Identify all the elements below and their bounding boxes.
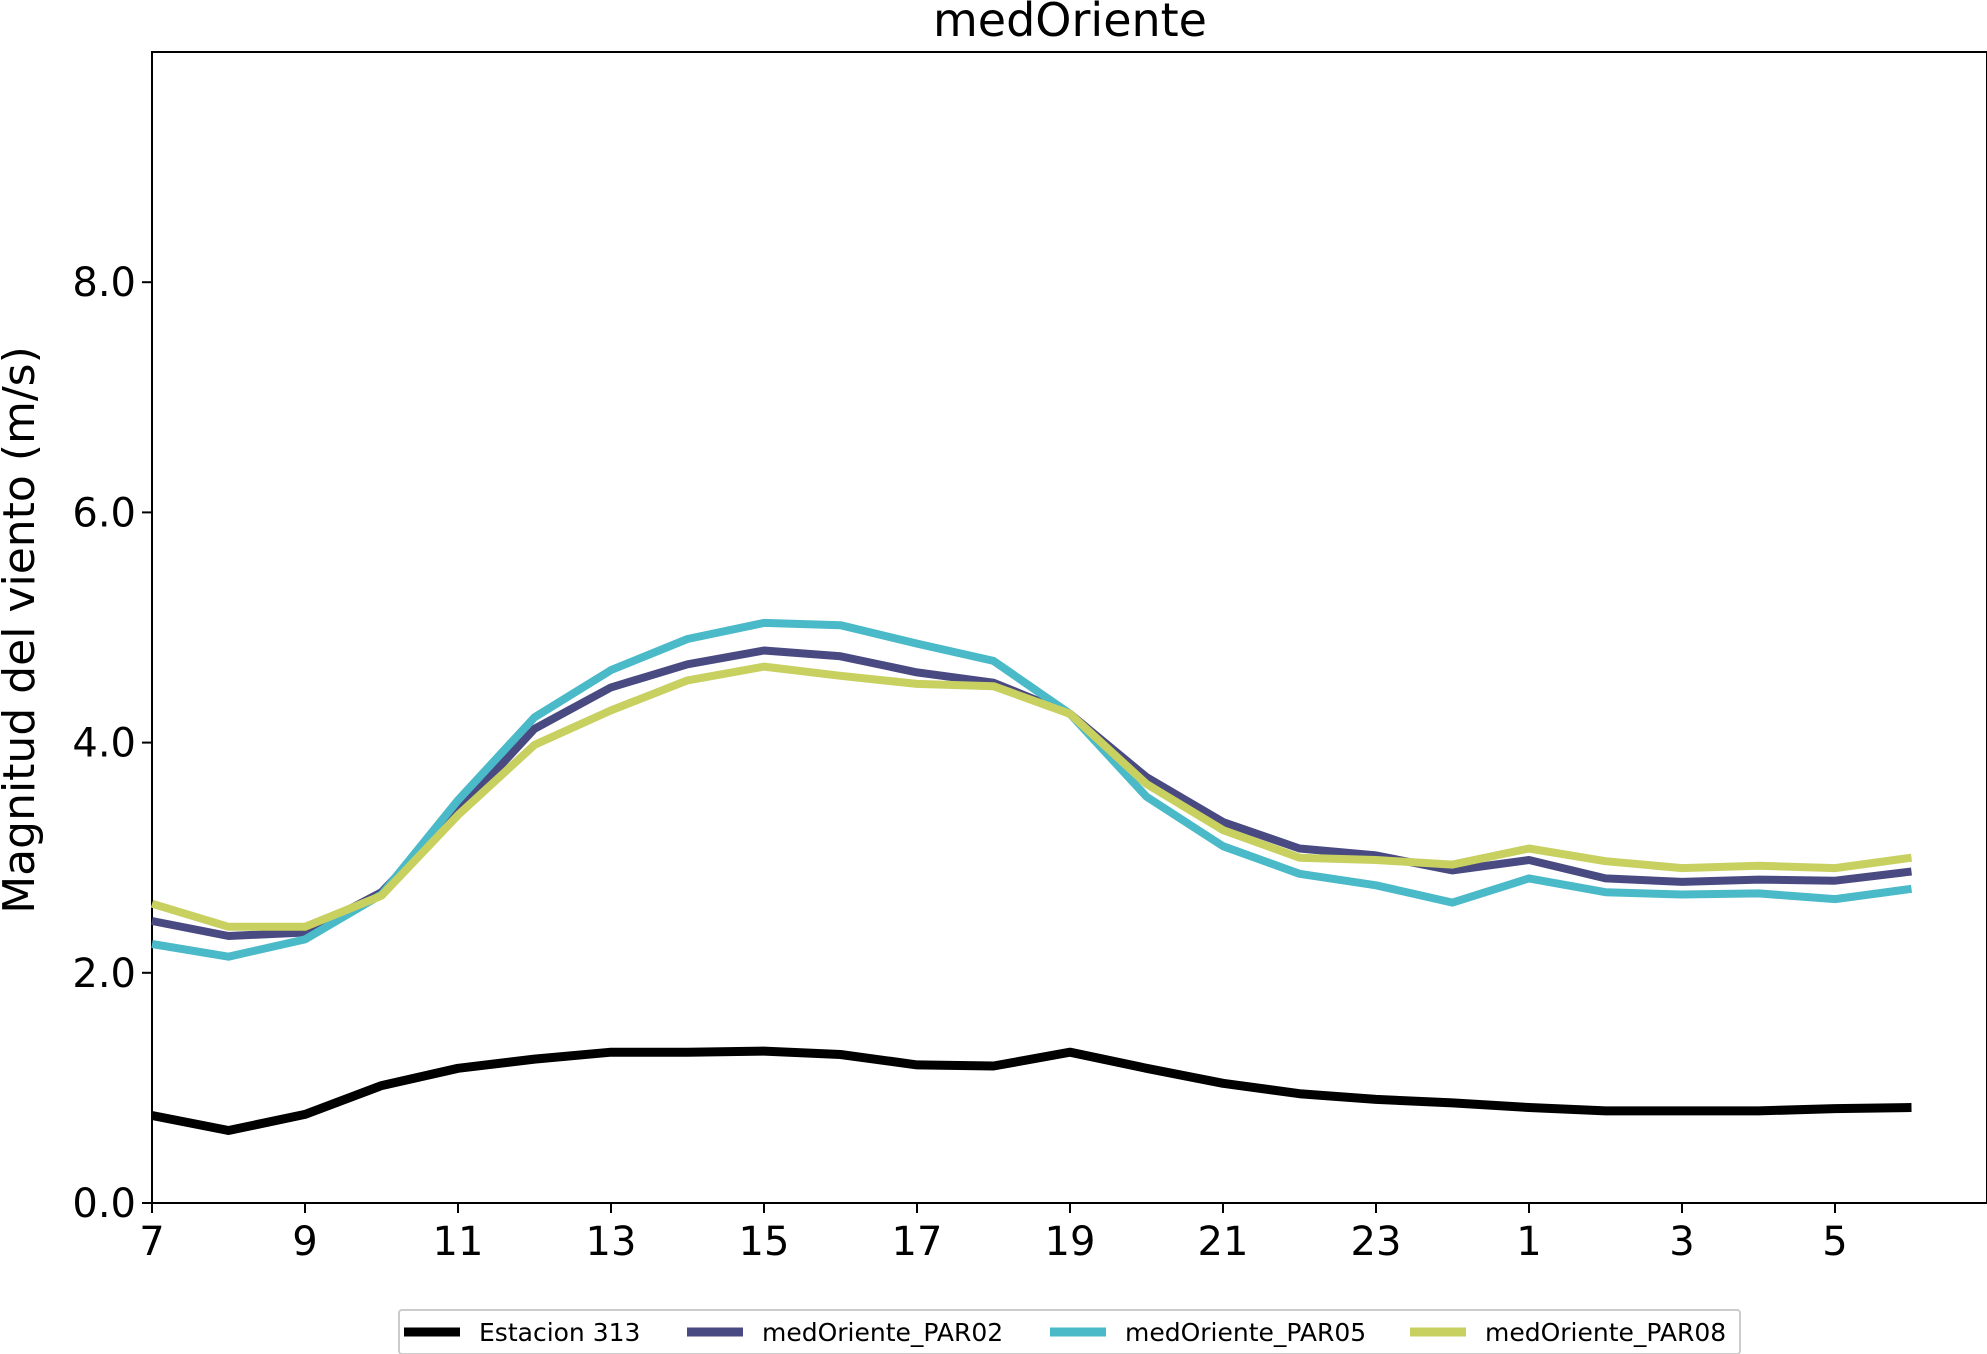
y-axis-label: Magnitud del viento (m/s)	[0, 346, 45, 914]
x-tick-label: 21	[1198, 1219, 1249, 1265]
legend-label: medOriente_PAR08	[1485, 1318, 1726, 1347]
y-tick-label: 0.0	[72, 1181, 136, 1227]
chart-title: medOriente	[933, 0, 1207, 47]
x-tick-label: 15	[739, 1219, 790, 1265]
x-tick-label: 11	[433, 1219, 484, 1265]
series-line	[150, 662, 1913, 931]
x-tick-label: 23	[1351, 1219, 1402, 1265]
legend: Estacion 313 medOriente_PAR02 medOriente_P…	[398, 1309, 1741, 1354]
x-tick-label: 13	[586, 1219, 637, 1265]
plot-area: 0.02.04.06.08.07 9 11 13 15 17 19 21 23 1 3 5	[72, 51, 1987, 1265]
legend-label: medOriente_PAR02	[762, 1318, 1003, 1347]
legend-label: medOriente_PAR05	[1125, 1318, 1366, 1347]
x-tick-label: 17	[892, 1219, 943, 1265]
x-tick-label: 5	[1822, 1219, 1847, 1265]
y-tick-label: 2.0	[72, 951, 136, 997]
series-line	[151, 618, 1913, 961]
x-tick-label: 19	[1045, 1219, 1096, 1265]
x-tick-label: 1	[1516, 1219, 1541, 1265]
legend-label: Estacion 313	[479, 1318, 640, 1347]
x-tick-label: 3	[1669, 1219, 1694, 1265]
y-tick-label: 4.0	[72, 721, 136, 767]
series-line	[151, 1046, 1912, 1135]
x-tick-label: 7	[139, 1219, 164, 1265]
plot-frame	[151, 51, 1987, 1204]
y-tick-label: 6.0	[72, 490, 136, 536]
y-tick-label: 8.0	[72, 260, 136, 306]
x-tick-label: 9	[292, 1219, 317, 1265]
